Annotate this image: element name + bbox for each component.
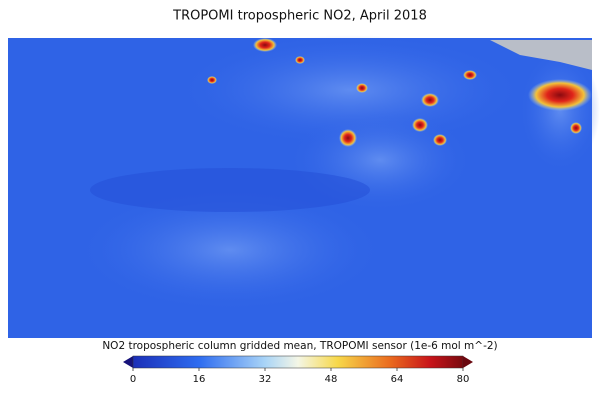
colorbar-tick-label: 0 xyxy=(130,374,136,385)
colorbar-under xyxy=(123,356,133,368)
colorbar-tick-label: 16 xyxy=(193,374,206,385)
map xyxy=(8,35,600,338)
colorbar-tick-label: 80 xyxy=(457,374,470,385)
colorbar-tick-label: 48 xyxy=(325,374,338,385)
colorbar: 0 16 32 48 64 80 xyxy=(123,355,473,385)
colorbar-over xyxy=(463,356,473,368)
colorbar-label: NO2 tropospheric column gridded mean, TR… xyxy=(102,340,497,352)
map-title: TROPOMI tropospheric NO2, April 2018 xyxy=(172,9,427,24)
colorbar-tick-label: 32 xyxy=(259,374,272,385)
colorbar-tick-label: 64 xyxy=(391,374,404,385)
colorbar-ramp xyxy=(132,355,464,369)
